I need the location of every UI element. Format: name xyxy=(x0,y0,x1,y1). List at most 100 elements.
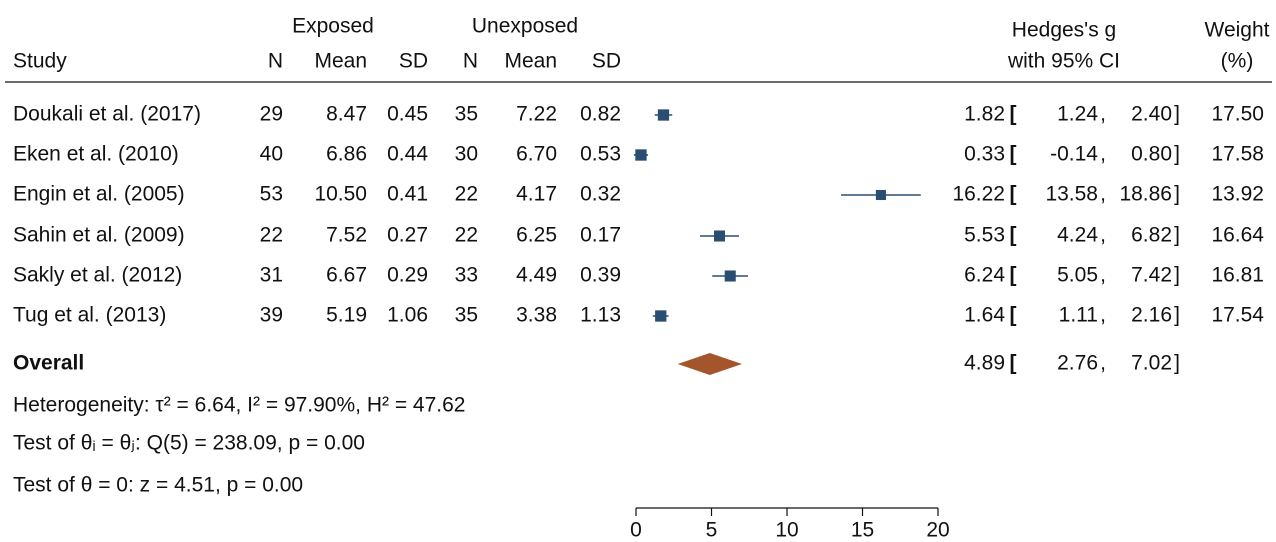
weight-label: 16.64 xyxy=(1211,224,1264,247)
effect-square xyxy=(875,189,886,201)
table-cell: 29 xyxy=(260,103,283,126)
table-cell: 0.29 xyxy=(387,264,428,287)
table-cell: 0.45 xyxy=(387,103,428,126)
effect-square xyxy=(655,310,667,322)
ci-upper-label: 7.42 xyxy=(1131,264,1172,287)
ci-lower-label: 13.58 xyxy=(1045,183,1098,206)
weight-label: 16.81 xyxy=(1211,264,1264,287)
group-header: Exposed xyxy=(292,15,374,38)
bracket: [ xyxy=(1010,264,1017,287)
x-tick-label: 5 xyxy=(706,519,718,542)
overall-label: Overall xyxy=(13,352,84,375)
ci-upper-label: 18.86 xyxy=(1119,183,1172,206)
table-cell: 22 xyxy=(455,183,478,206)
x-tick-label: 15 xyxy=(851,519,874,542)
table-cell: 1.13 xyxy=(580,304,621,327)
bracket: ] xyxy=(1174,183,1180,206)
note: Test of θ = 0: z = 4.51, p = 0.00 xyxy=(13,474,303,497)
comma: , xyxy=(1100,224,1106,247)
table-cell: 22 xyxy=(260,224,283,247)
table-cell: 0.41 xyxy=(387,183,428,206)
comma: , xyxy=(1100,304,1106,327)
comma: , xyxy=(1100,264,1106,287)
x-tick-label: 20 xyxy=(926,519,949,542)
weight-label: 17.54 xyxy=(1211,304,1264,327)
ci-upper-label: 2.16 xyxy=(1131,304,1172,327)
effect-label: 6.24 xyxy=(964,264,1005,287)
x-tick-label: 10 xyxy=(775,519,798,542)
study-name: Engin et al. (2005) xyxy=(13,183,185,206)
effect-square xyxy=(713,230,726,242)
bracket: ] xyxy=(1174,264,1180,287)
effect-header: with 95% CI xyxy=(1007,50,1120,73)
effect-label: 16.22 xyxy=(952,183,1005,206)
bracket: [ xyxy=(1010,224,1017,247)
bracket: ] xyxy=(1174,224,1180,247)
column-header: Study xyxy=(13,50,67,73)
bracket: [ xyxy=(1010,183,1017,206)
table-cell: 35 xyxy=(455,304,478,327)
weight-label: 13.92 xyxy=(1211,183,1264,206)
weight-header: (%) xyxy=(1221,50,1254,73)
weight-header: Weight xyxy=(1205,19,1270,42)
ci-lower-label: 1.24 xyxy=(1057,103,1098,126)
table-cell: 6.25 xyxy=(516,224,557,247)
ci-upper-label: 0.80 xyxy=(1131,143,1172,166)
overall-diamond xyxy=(677,353,743,375)
table-cell: 31 xyxy=(260,264,283,287)
bracket: [ xyxy=(1010,103,1017,126)
ci-lower-label: 5.05 xyxy=(1057,264,1098,287)
column-header: SD xyxy=(399,50,428,73)
table-cell: 6.86 xyxy=(326,143,367,166)
table-cell: 6.67 xyxy=(326,264,367,287)
effect-label: 1.82 xyxy=(964,103,1005,126)
weight-label: 17.58 xyxy=(1211,143,1264,166)
table-cell: 40 xyxy=(260,143,283,166)
ci-lower-label: -0.14 xyxy=(1050,143,1098,166)
effect-square xyxy=(657,109,670,121)
table-cell: 0.17 xyxy=(580,224,621,247)
table-cell: 0.32 xyxy=(580,183,621,206)
study-name: Tug et al. (2013) xyxy=(13,304,166,327)
ci-upper-label: 7.02 xyxy=(1131,352,1172,375)
table-cell: 7.52 xyxy=(326,224,367,247)
bracket: ] xyxy=(1174,304,1180,327)
table-cell: 33 xyxy=(455,264,478,287)
comma: , xyxy=(1100,143,1106,166)
table-cell: 0.53 xyxy=(580,143,621,166)
bracket: [ xyxy=(1010,143,1017,166)
effect-label: 5.53 xyxy=(964,224,1005,247)
bracket: [ xyxy=(1010,352,1017,375)
ci-lower-label: 2.76 xyxy=(1057,352,1098,375)
comma: , xyxy=(1100,352,1106,375)
table-cell: 10.50 xyxy=(314,183,367,206)
effect-label: 1.64 xyxy=(964,304,1005,327)
table-cell: 30 xyxy=(455,143,478,166)
table-cell: 53 xyxy=(260,183,283,206)
study-name: Sakly et al. (2012) xyxy=(13,264,182,287)
effect-square xyxy=(724,270,736,282)
table-cell: 0.44 xyxy=(387,143,428,166)
effect-label: 4.89 xyxy=(964,352,1005,375)
comma: , xyxy=(1100,103,1106,126)
table-cell: 4.17 xyxy=(516,183,557,206)
weight-label: 17.50 xyxy=(1211,103,1264,126)
column-header: Mean xyxy=(504,50,557,73)
table-cell: 35 xyxy=(455,103,478,126)
column-header: SD xyxy=(592,50,621,73)
table-cell: 6.70 xyxy=(516,143,557,166)
bracket: ] xyxy=(1174,143,1180,166)
table-cell: 0.82 xyxy=(580,103,621,126)
effect-header: Hedges's g xyxy=(1012,19,1116,42)
study-name: Doukali et al. (2017) xyxy=(13,103,201,126)
table-cell: 0.39 xyxy=(580,264,621,287)
table-cell: 5.19 xyxy=(326,304,367,327)
table-cell: 22 xyxy=(455,224,478,247)
ci-lower-label: 4.24 xyxy=(1057,224,1098,247)
table-cell: 4.49 xyxy=(516,264,557,287)
ci-lower-label: 1.11 xyxy=(1059,304,1098,327)
comma: , xyxy=(1100,183,1106,206)
table-cell: 7.22 xyxy=(516,103,557,126)
table-cell: 39 xyxy=(260,304,283,327)
effect-square xyxy=(635,149,647,161)
